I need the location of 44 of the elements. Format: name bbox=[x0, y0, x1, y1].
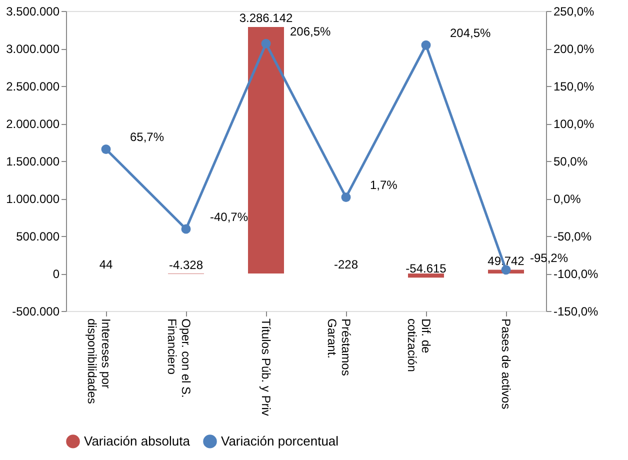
y-tick-label: 0 bbox=[52, 267, 60, 281]
legend-label: Variación absoluta bbox=[84, 433, 191, 448]
y2-tick-label: -150,0% bbox=[554, 304, 599, 318]
bar bbox=[408, 274, 444, 278]
y2-tick-label: 100,0% bbox=[554, 117, 595, 131]
data-label: -228 bbox=[334, 258, 358, 272]
x-tick-label: Títulos Púb. y Priv bbox=[259, 318, 273, 416]
x-tick-label: Intereses por disponibilidades bbox=[85, 318, 113, 404]
y2-tick-label: 150,0% bbox=[554, 80, 595, 94]
x-tick-label: Pases de activos bbox=[499, 318, 513, 410]
data-label: -4.328 bbox=[168, 258, 204, 272]
y-tick-label: 2.000.000 bbox=[6, 117, 60, 131]
point bbox=[341, 192, 351, 202]
y-tick-label: 3.500.000 bbox=[6, 4, 60, 18]
y2-tick-label: -100,0% bbox=[554, 267, 599, 281]
y-tick-label: 1.500.000 bbox=[6, 154, 60, 168]
x-tick-label: Oper. con el S. Financiero bbox=[165, 318, 193, 398]
y-tick-label: 3.000.000 bbox=[6, 42, 60, 56]
point bbox=[181, 224, 191, 234]
data-label: 44 bbox=[99, 257, 113, 272]
y2-tick-label: -50,0% bbox=[554, 230, 592, 244]
y2-tick-label: 0,0% bbox=[554, 192, 582, 206]
point bbox=[101, 144, 111, 154]
legend-label: Variación porcentual bbox=[221, 433, 339, 448]
bar bbox=[248, 27, 284, 274]
data-label: 204,5% bbox=[450, 26, 492, 40]
y2-tick-label: 50,0% bbox=[554, 154, 588, 168]
data-label: 1,7% bbox=[370, 178, 398, 192]
y2-tick-label: 250,0% bbox=[554, 4, 595, 18]
y-tick-label: 500.000 bbox=[16, 230, 60, 244]
point bbox=[261, 38, 271, 48]
y-tick-label: 2.500.000 bbox=[6, 80, 60, 94]
y2-tick-label: 200,0% bbox=[554, 42, 595, 56]
data-label: 206,5% bbox=[290, 24, 332, 39]
y-tick-label: 1.000.000 bbox=[6, 192, 60, 206]
data-label: -95,2% bbox=[530, 250, 568, 265]
data-label: -54.615 bbox=[406, 262, 447, 276]
x-tick-label: Préstamos Garant. bbox=[325, 318, 353, 376]
x-tick-label: Dif. de cotización bbox=[405, 318, 433, 372]
point bbox=[421, 40, 431, 50]
data-label: 65,7% bbox=[130, 130, 164, 144]
y-tick-label: -500.000 bbox=[12, 304, 60, 318]
data-label: -40,7% bbox=[210, 210, 248, 224]
data-label: 3.286.142 bbox=[239, 11, 294, 26]
